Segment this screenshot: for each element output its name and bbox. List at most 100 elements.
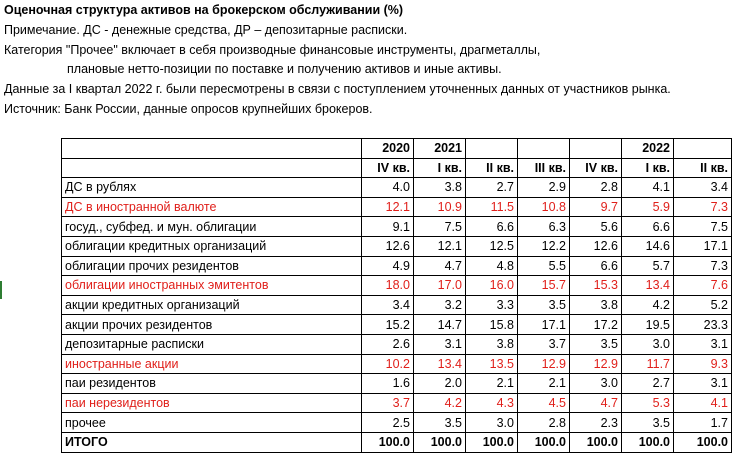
value-cell: 4.1 [621,177,674,198]
value-cell: 3.5 [413,412,466,433]
value-cell: 2.0 [413,373,466,394]
value-cell: 19.5 [621,314,674,335]
row-label-cell: иностранные акции [61,353,362,375]
row-label-cell: паи резидентов [61,373,362,394]
value-cell: 3.7 [517,333,570,355]
value-cell: 5.7 [621,255,674,277]
table-row: иностранные акции 10.2 13.4 13.5 12.9 12.9 11.… [61,353,732,375]
value-cell: 6.6 [621,216,674,237]
value-cell: 15.7 [517,275,570,296]
total-value-cell: 100.0 [361,431,414,453]
value-cell: 3.8 [465,333,518,355]
value-cell: 4.8 [465,255,518,277]
value-cell: 5.9 [621,196,674,218]
note-revision: Данные за I квартал 2022 г. были пересмо… [4,82,671,96]
total-value-cell: 100.0 [621,431,674,453]
value-cell: 1.6 [361,373,414,394]
value-cell: 9.7 [569,196,622,218]
quarter-cell: IV кв. [361,157,414,179]
value-cell: 4.9 [361,255,414,277]
value-cell: 9.3 [673,353,732,375]
value-cell: 4.2 [413,392,466,414]
row-label-cell: акции кредитных организаций [61,294,362,316]
value-cell: 3.0 [621,333,674,355]
note-other-category: Категория "Прочее" включает в себя произ… [4,43,541,57]
value-cell: 13.4 [413,353,466,375]
value-cell: 2.9 [517,177,570,198]
value-cell: 2.8 [569,177,622,198]
value-cell: 3.5 [621,412,674,433]
value-cell: 2.8 [517,412,570,433]
total-value-cell: 100.0 [465,431,518,453]
value-cell: 7.6 [673,275,732,296]
value-cell: 3.7 [361,392,414,414]
quarter-cell: I кв. [413,157,466,179]
value-cell: 17.1 [517,314,570,335]
table-row: депозитарные расписки 2.6 3.1 3.8 3.7 3.5 3.0 3… [61,333,732,355]
row-label-cell: облигации кредитных организаций [61,235,362,257]
total-row: ИТОГО 100.0 100.0 100.0 100.0 100.0 100.0 100.0 [61,431,732,453]
year-cell: 2020 [361,138,414,159]
row-label-cell: госуд., субфед. и мун. облигации [61,216,362,237]
value-cell: 2.7 [621,373,674,394]
value-cell: 3.3 [465,294,518,316]
year-header-row: 2020 2021 2022 [61,138,732,159]
value-cell: 4.1 [673,392,732,414]
value-cell: 6.6 [465,216,518,237]
year-cell [465,138,518,159]
value-cell: 5.3 [621,392,674,414]
value-cell: 3.8 [569,294,622,316]
value-cell: 14.6 [621,235,674,257]
value-cell: 3.5 [517,294,570,316]
value-cell: 3.0 [569,373,622,394]
value-cell: 1.7 [673,412,732,433]
selected-row-marker [0,281,2,299]
quarter-cell: II кв. [465,157,518,179]
table-row: акции прочих резидентов 15.2 14.7 15.8 17.1 1… [61,314,732,335]
value-cell: 10.2 [361,353,414,375]
value-cell: 16.0 [465,275,518,296]
note-abbreviations: Примечание. ДС - денежные средства, ДР –… [4,23,408,37]
value-cell: 3.8 [413,177,466,198]
value-cell: 13.4 [621,275,674,296]
value-cell: 12.6 [361,235,414,257]
value-cell: 18.0 [361,275,414,296]
row-label-cell: ДС в рублях [61,177,362,198]
value-cell: 12.1 [413,235,466,257]
table-row: ДС в иностранной валюте 12.1 10.9 11.5 10.8 9… [61,196,732,218]
value-cell: 4.0 [361,177,414,198]
value-cell: 2.5 [361,412,414,433]
value-cell: 4.5 [517,392,570,414]
value-cell: 17.1 [673,235,732,257]
value-cell: 5.2 [673,294,732,316]
note-other-category-cont: плановые нетто-позиции по поставке и пол… [67,62,502,76]
table-row: прочее 2.5 3.5 3.0 2.8 2.3 3.5 1.7 [61,412,732,433]
value-cell: 5.6 [569,216,622,237]
table-row: паи резидентов 1.6 2.0 2.1 2.1 3.0 2.7 3.1 [61,373,732,394]
value-cell: 3.1 [673,333,732,355]
value-cell: 10.8 [517,196,570,218]
quarter-header-row: IV кв. I кв. II кв. III кв. IV кв. I кв.… [61,157,732,179]
value-cell: 10.9 [413,196,466,218]
value-cell: 3.4 [361,294,414,316]
value-cell: 3.1 [673,373,732,394]
value-cell: 14.7 [413,314,466,335]
value-cell: 3.0 [465,412,518,433]
value-cell: 7.5 [673,216,732,237]
value-cell: 4.3 [465,392,518,414]
total-value-cell: 100.0 [569,431,622,453]
row-label-cell: акции прочих резидентов [61,314,362,335]
table-row: госуд., субфед. и мун. облигации 9.1 7.5 6.… [61,216,732,237]
value-cell: 3.1 [413,333,466,355]
value-cell: 11.7 [621,353,674,375]
value-cell: 17.0 [413,275,466,296]
year-cell [569,138,622,159]
value-cell: 12.9 [517,353,570,375]
value-cell: 9.1 [361,216,414,237]
row-label-cell: паи нерезидентов [61,392,362,414]
value-cell: 2.3 [569,412,622,433]
row-label-cell: облигации прочих резидентов [61,255,362,277]
value-cell: 12.6 [569,235,622,257]
row-label-cell: облигации иностранных эмитентов [61,275,362,296]
